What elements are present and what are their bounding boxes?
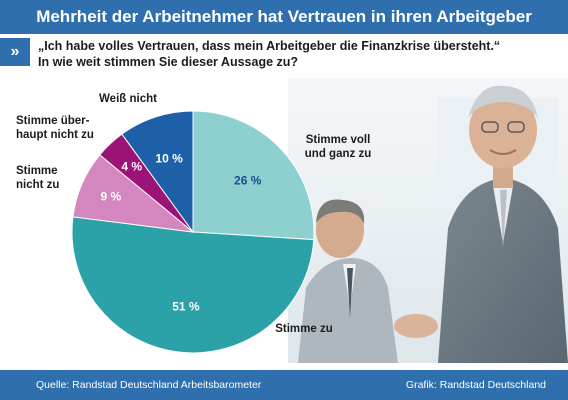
page-title: Mehrheit der Arbeitnehmer hat Vertrauen …	[36, 7, 532, 26]
survey-question-line-1: „Ich habe volles Vertrauen, dass mein Ar…	[38, 39, 501, 53]
pie-slice-stimme-zu	[71, 216, 315, 354]
pie-category-label: Stimme zu	[275, 323, 333, 335]
pie-category-label: Stimme über-haupt nicht zu	[16, 115, 94, 141]
pie-value-label: 26 %	[234, 174, 262, 188]
chevron-right-icon: »	[0, 38, 30, 66]
graphic-credit: Grafik: Randstad Deutschland	[405, 379, 546, 391]
pie-category-label: Weiß nicht	[99, 93, 157, 105]
pie-category-label: Stimme voll und ganz zu	[305, 134, 371, 160]
pie-value-label: 51 %	[172, 300, 200, 314]
survey-question: „Ich habe volles Vertrauen, dass mein Ar…	[38, 38, 548, 70]
pie-value-label: 4 %	[121, 160, 142, 174]
pie-slice-wei-nicht	[121, 110, 194, 234]
survey-question-line-2: In wie weit stimmen Sie dieser Aussage z…	[38, 55, 299, 69]
pie-slice-stimme-voll-und-ganz-zu	[192, 110, 315, 241]
pie-value-label: 10 %	[155, 151, 183, 165]
pie-category-label: Stimme nicht zu	[16, 165, 59, 191]
source-note: Quelle: Randstad Deutschland Arbeitsbaro…	[36, 379, 262, 391]
pie-value-label: 9 %	[100, 189, 121, 203]
footer-bar	[0, 370, 568, 400]
title-bar	[0, 0, 568, 34]
businessmen-photo	[288, 78, 568, 363]
